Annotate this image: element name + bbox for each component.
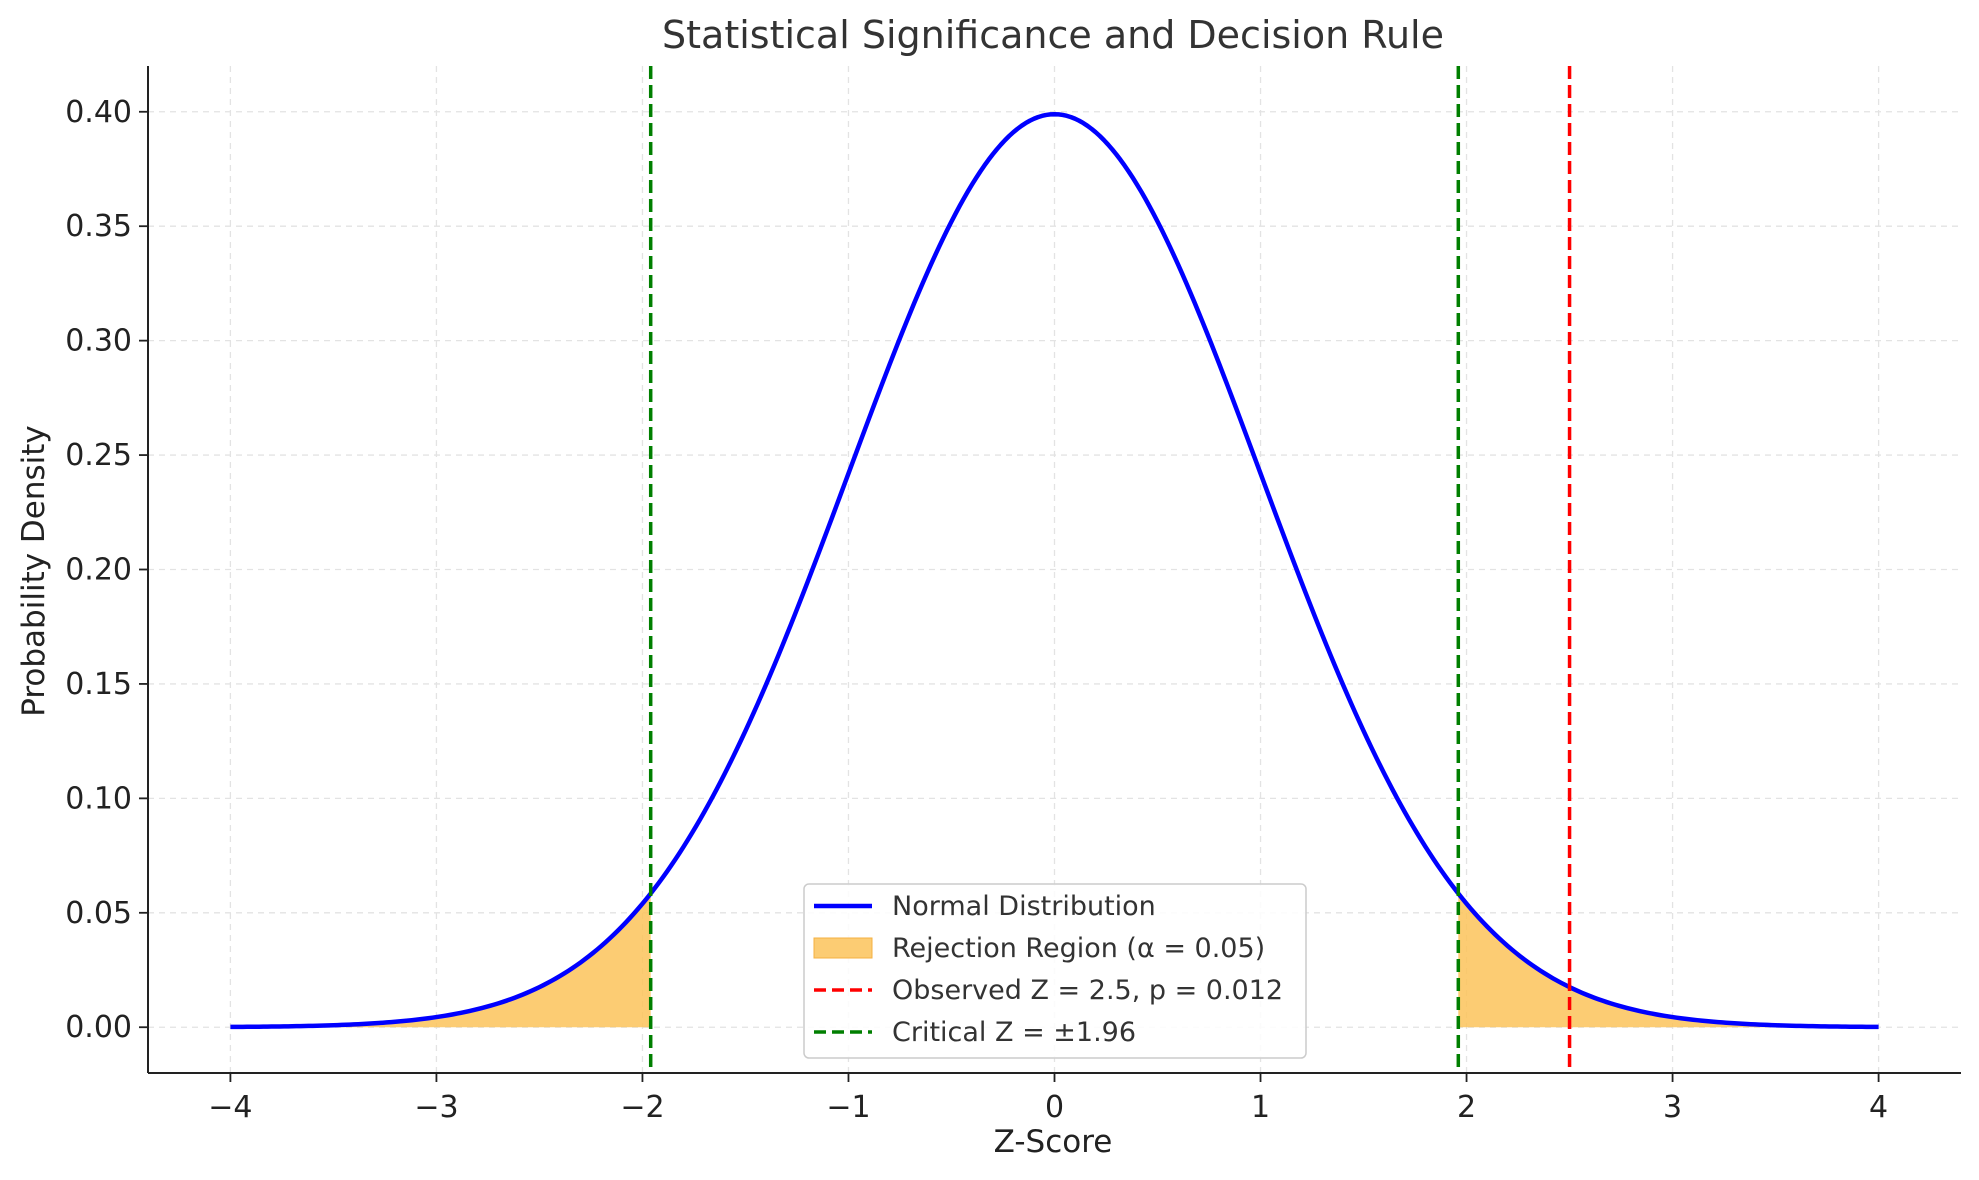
x-tick-label: 0 (1045, 1090, 1064, 1125)
rejection-region (230, 893, 1879, 1028)
legend-label: Critical Z = ±1.96 (892, 1017, 1136, 1048)
x-tick-label: 4 (1869, 1090, 1888, 1125)
rejection-region-area (1458, 893, 1879, 1028)
normal-distribution-line (230, 111, 1879, 1030)
y-axis-ticks: 0.00 0.05 0.10 0.15 0.20 0.25 0.30 0.35 0.40 (65, 95, 148, 1045)
x-tick-label: −4 (208, 1090, 252, 1125)
legend-label: Rejection Region (α = 0.05) (892, 933, 1265, 964)
rejection-region-area (230, 893, 651, 1028)
x-axis-label: Z-Score (994, 1124, 1113, 1160)
y-tick-label: 0.15 (65, 667, 132, 702)
y-tick-label: 0.40 (65, 95, 132, 130)
x-tick-label: −1 (826, 1090, 870, 1125)
legend-box (803, 883, 1307, 1059)
legend-swatch (813, 937, 873, 959)
x-tick-label: −3 (414, 1090, 458, 1125)
legend: Normal Distribution Rejection Region (α =… (803, 883, 1307, 1059)
y-tick-label: 0.20 (65, 553, 132, 588)
legend-label: Observed Z = 2.5, p = 0.012 (892, 975, 1283, 1006)
y-tick-label: 0.00 (65, 1010, 132, 1045)
y-tick-label: 0.10 (65, 781, 132, 816)
legend-label: Normal Distribution (892, 891, 1156, 922)
plot-area (230, 111, 1879, 1030)
y-axis-label: Probability Density (16, 425, 52, 717)
chart-title: Statistical Significance and Decision Ru… (662, 13, 1444, 57)
x-tick-label: −2 (620, 1090, 664, 1125)
y-tick-label: 0.30 (65, 324, 132, 359)
x-tick-label: 3 (1663, 1090, 1682, 1125)
y-tick-label: 0.25 (65, 438, 132, 473)
x-axis-ticks: −4 −3 −2 −1 0 1 2 3 4 (208, 1073, 1888, 1125)
x-tick-label: 2 (1457, 1090, 1476, 1125)
reference-lines (648, 66, 1572, 1073)
y-tick-label: 0.05 (65, 896, 132, 931)
y-tick-label: 0.35 (65, 209, 132, 244)
x-tick-label: 1 (1251, 1090, 1270, 1125)
